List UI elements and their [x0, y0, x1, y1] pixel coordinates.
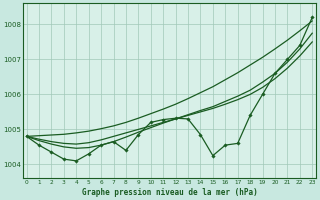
- X-axis label: Graphe pression niveau de la mer (hPa): Graphe pression niveau de la mer (hPa): [82, 188, 257, 197]
